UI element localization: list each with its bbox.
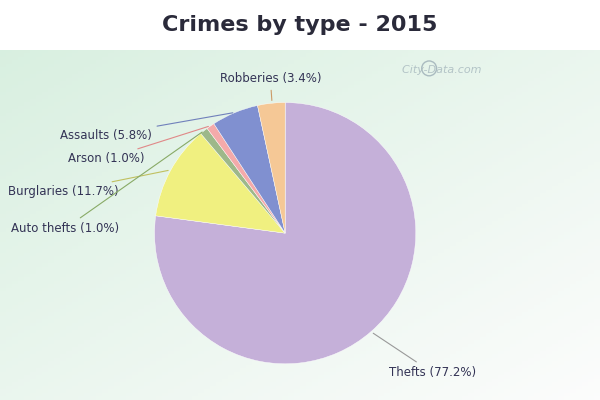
Text: City-Data.com: City-Data.com — [395, 66, 481, 76]
Text: Burglaries (11.7%): Burglaries (11.7%) — [8, 170, 168, 198]
Wedge shape — [155, 134, 285, 233]
Text: Thefts (77.2%): Thefts (77.2%) — [373, 333, 476, 379]
Text: Auto thefts (1.0%): Auto thefts (1.0%) — [11, 132, 202, 235]
Text: Arson (1.0%): Arson (1.0%) — [68, 126, 208, 166]
Wedge shape — [207, 124, 285, 233]
Wedge shape — [155, 102, 416, 364]
Wedge shape — [200, 128, 285, 233]
Text: Crimes by type - 2015: Crimes by type - 2015 — [163, 15, 437, 35]
Wedge shape — [214, 106, 285, 233]
Text: Robberies (3.4%): Robberies (3.4%) — [220, 72, 321, 100]
Text: Assaults (5.8%): Assaults (5.8%) — [59, 113, 233, 142]
Wedge shape — [257, 102, 285, 233]
